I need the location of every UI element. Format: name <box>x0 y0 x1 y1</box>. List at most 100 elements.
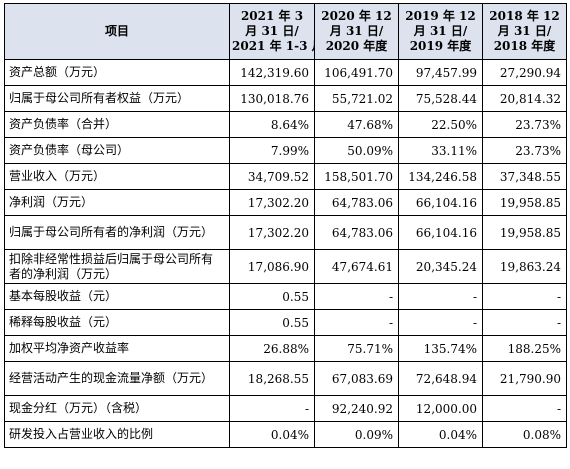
cell-value: 37,348.55 <box>482 163 567 190</box>
cell-value: 27,290.94 <box>482 59 567 86</box>
table-row: 资产总额（万元） 142,319.60 106,491.70 97,457.99… <box>4 59 567 86</box>
table-row: 研发投入占营业收入的比例 0.04% 0.09% 0.04% 0.08% <box>4 421 567 448</box>
cell-value: 142,319.60 <box>229 59 315 86</box>
table-row: 稀释每股收益（元） 0.55 - - - <box>4 309 567 336</box>
table-row: 基本每股收益（元） 0.55 - - - <box>4 283 567 310</box>
cell-value: 135.74% <box>398 335 483 362</box>
cell-value: - <box>482 395 567 422</box>
header-line: 月 31 日/ <box>497 24 552 38</box>
header-line: 2021 年 1-3 月 <box>232 39 315 53</box>
header-line: 月 31 日/ <box>413 24 468 38</box>
cell-value: 0.09% <box>314 421 399 448</box>
header-2018: 2018 年 12 月 31 日/ 2018 年度 <box>482 3 567 60</box>
row-label: 归属于母公司所有者权益（万元） <box>4 85 230 112</box>
cell-value: 19,863.24 <box>482 249 567 284</box>
table-row: 资产负债率（合并） 8.64% 47.68% 22.50% 23.73% <box>4 111 567 138</box>
table-row: 营业收入（万元） 34,709.52 158,501.70 134,246.58… <box>4 163 567 190</box>
cell-value: 22.50% <box>398 111 483 138</box>
table-row: 归属于母公司所有者权益（万元） 130,018.76 55,721.02 75,… <box>4 85 567 112</box>
cell-value: 106,491.70 <box>314 59 399 86</box>
cell-value: 34,709.52 <box>229 163 315 190</box>
header-line: 项目 <box>104 24 129 38</box>
cell-value: 67,083.69 <box>314 361 399 396</box>
cell-value: 0.04% <box>229 421 315 448</box>
header-line: 2021 年 3 <box>240 9 304 23</box>
row-label: 资产总额（万元） <box>4 59 230 86</box>
table-row: 净利润（万元） 17,302.20 64,783.06 66,104.16 19… <box>4 189 567 216</box>
cell-value: 20,814.32 <box>482 85 567 112</box>
cell-value: 72,648.94 <box>398 361 483 396</box>
cell-value: 47.68% <box>314 111 399 138</box>
cell-value: - <box>482 283 567 310</box>
row-label: 基本每股收益（元） <box>4 283 230 310</box>
cell-value: - <box>398 283 483 310</box>
row-label: 资产负债率（合并） <box>4 111 230 138</box>
cell-value: 66,104.16 <box>398 189 483 216</box>
header-line: 2020 年 12 <box>321 9 392 23</box>
cell-value: 18,268.55 <box>229 361 315 396</box>
cell-value: 75,528.44 <box>398 85 483 112</box>
header-2020: 2020 年 12 月 31 日/ 2020 年度 <box>314 3 399 60</box>
cell-value: 92,240.92 <box>314 395 399 422</box>
financial-summary-table: 项目 2021 年 3 月 31 日/ 2021 年 1-3 月 2020 年 … <box>4 3 567 448</box>
row-label: 资产负债率（母公司） <box>4 137 230 164</box>
header-line: 2019 年度 <box>409 39 472 53</box>
header-line: 2018 年 12 <box>489 9 560 23</box>
cell-value: 19,958.85 <box>482 189 567 216</box>
cell-value: 130,018.76 <box>229 85 315 112</box>
cell-value: 0.55 <box>229 309 315 336</box>
cell-value: 66,104.16 <box>398 215 483 250</box>
row-label: 现金分红（万元）（含税） <box>4 395 230 422</box>
row-label: 净利润（万元） <box>4 189 230 216</box>
cell-value: 64,783.06 <box>314 189 399 216</box>
cell-value: 26.88% <box>229 335 315 362</box>
cell-value: 21,790.90 <box>482 361 567 396</box>
row-label: 归属于母公司所有者的净利润（万元） <box>4 215 230 250</box>
cell-value: 17,302.20 <box>229 215 315 250</box>
cell-value: 12,000.00 <box>398 395 483 422</box>
cell-value: 47,674.61 <box>314 249 399 284</box>
cell-value: - <box>398 309 483 336</box>
cell-value: 19,958.85 <box>482 215 567 250</box>
cell-value: - <box>314 309 399 336</box>
cell-value: 55,721.02 <box>314 85 399 112</box>
row-label: 扣除非经常性损益后归属于母公司所有者的净利润（万元） <box>4 249 230 284</box>
header-line: 2018 年度 <box>493 39 556 53</box>
header-row: 项目 2021 年 3 月 31 日/ 2021 年 1-3 月 2020 年 … <box>4 3 567 60</box>
header-item: 项目 <box>4 3 230 60</box>
header-2019: 2019 年 12 月 31 日/ 2019 年度 <box>398 3 483 60</box>
row-label: 加权平均净资产收益率 <box>4 335 230 362</box>
cell-value: 0.04% <box>398 421 483 448</box>
table-row: 经营活动产生的现金流量净额（万元） 18,268.55 67,083.69 72… <box>4 361 567 396</box>
table-row: 加权平均净资产收益率 26.88% 75.71% 135.74% 188.25% <box>4 335 567 362</box>
row-label: 研发投入占营业收入的比例 <box>4 421 230 448</box>
cell-value: 188.25% <box>482 335 567 362</box>
header-2021q1: 2021 年 3 月 31 日/ 2021 年 1-3 月 <box>229 3 315 60</box>
cell-value: 50.09% <box>314 137 399 164</box>
cell-value: 17,086.90 <box>229 249 315 284</box>
cell-value: 75.71% <box>314 335 399 362</box>
cell-value: 64,783.06 <box>314 215 399 250</box>
cell-value: 134,246.58 <box>398 163 483 190</box>
table-row: 现金分红（万元）（含税） - 92,240.92 12,000.00 - <box>4 395 567 422</box>
header-line: 2019 年 12 <box>405 9 476 23</box>
cell-value: - <box>482 309 567 336</box>
cell-value: 97,457.99 <box>398 59 483 86</box>
cell-value: 23.73% <box>482 111 567 138</box>
row-label: 稀释每股收益（元） <box>4 309 230 336</box>
header-line: 月 31 日/ <box>329 24 384 38</box>
cell-value: 20,345.24 <box>398 249 483 284</box>
cell-value: 158,501.70 <box>314 163 399 190</box>
cell-value: 0.55 <box>229 283 315 310</box>
cell-value: 8.64% <box>229 111 315 138</box>
cell-value: 33.11% <box>398 137 483 164</box>
header-line: 月 31 日/ <box>245 24 299 38</box>
cell-value: - <box>314 283 399 310</box>
row-label: 经营活动产生的现金流量净额（万元） <box>4 361 230 396</box>
cell-value: 17,302.20 <box>229 189 315 216</box>
cell-value: 0.08% <box>482 421 567 448</box>
header-line: 2020 年度 <box>325 39 388 53</box>
table-row: 资产负债率（母公司） 7.99% 50.09% 33.11% 23.73% <box>4 137 567 164</box>
cell-value: 7.99% <box>229 137 315 164</box>
table-row: 归属于母公司所有者的净利润（万元） 17,302.20 64,783.06 66… <box>4 215 567 250</box>
